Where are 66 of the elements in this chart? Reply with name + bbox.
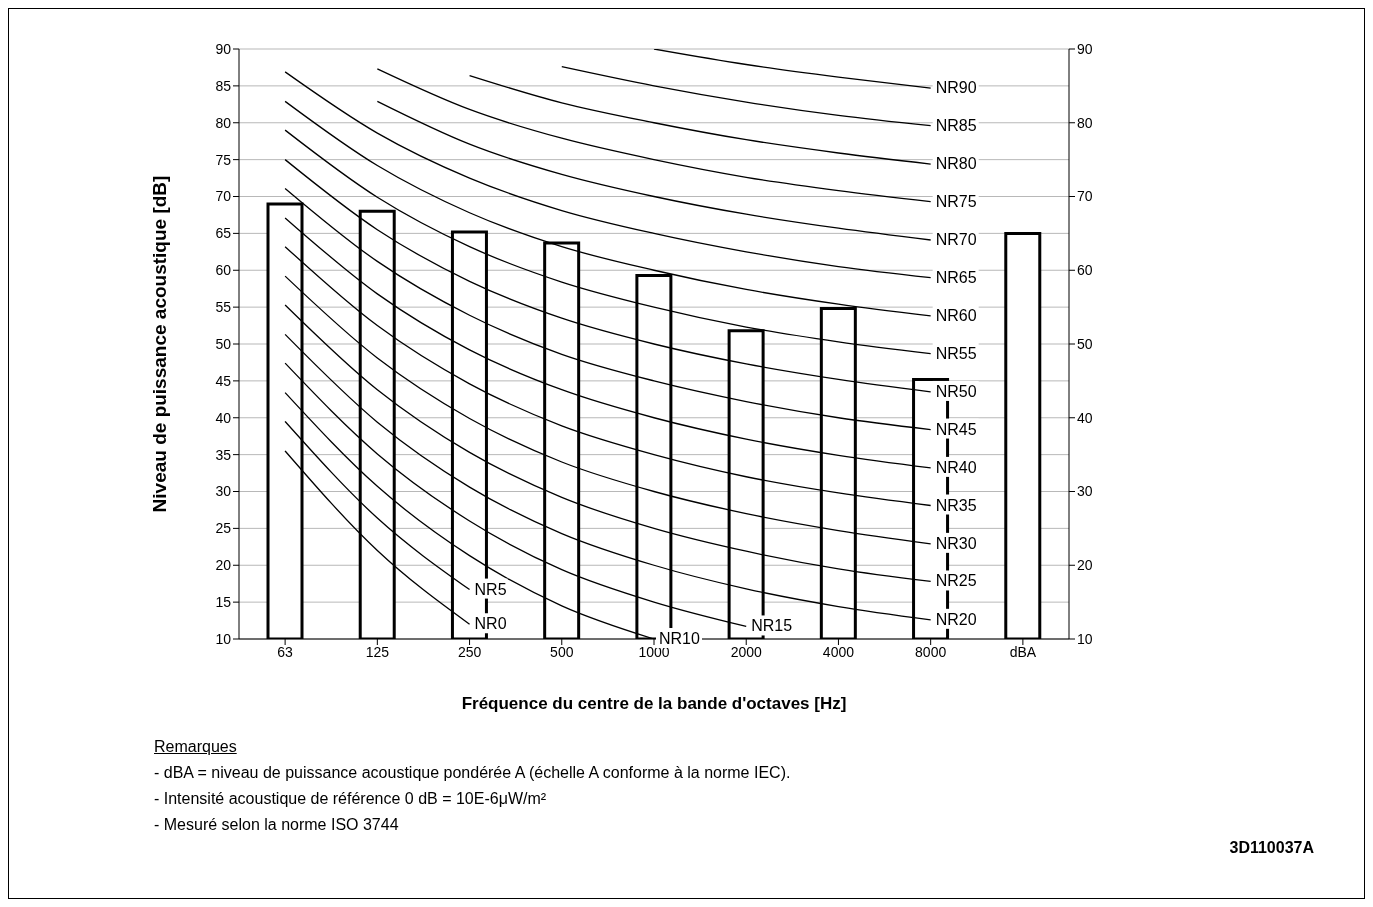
y-tick-label: 35 bbox=[215, 446, 232, 463]
x-tick-label: 2000 bbox=[730, 643, 762, 660]
series-label: NR10 bbox=[659, 630, 701, 647]
text: 3D110037A bbox=[1229, 839, 1314, 857]
line-series bbox=[376, 68, 932, 203]
y-tick-label: 50 bbox=[215, 335, 232, 352]
x-tick-label: 8000 bbox=[915, 643, 947, 660]
series-label: NR30 bbox=[935, 534, 977, 552]
line-series bbox=[561, 66, 932, 127]
x-tick-label: 125 bbox=[365, 643, 390, 660]
y-tick-label: 20 bbox=[215, 557, 232, 574]
y-tick-label: 75 bbox=[215, 151, 232, 168]
x-tick-label: 4000 bbox=[822, 643, 855, 660]
series-label: NR60 bbox=[935, 306, 977, 324]
x-tick-label: dBA bbox=[1009, 643, 1037, 660]
x-tick-label: 500 bbox=[550, 643, 574, 660]
series-label: NR55 bbox=[935, 344, 977, 362]
series-label: NR70 bbox=[935, 231, 977, 249]
y-tick-label: 55 bbox=[215, 299, 232, 316]
y2-tick-label: 40 bbox=[1077, 409, 1093, 426]
series-label: NR90 bbox=[935, 79, 977, 97]
x-tick-label: 63 bbox=[277, 643, 294, 660]
y-tick-label: 45 bbox=[215, 372, 232, 389]
series-label: NR25 bbox=[935, 572, 977, 590]
series-label: NR45 bbox=[935, 420, 977, 438]
line-series bbox=[376, 100, 932, 241]
text: Remarques bbox=[154, 737, 238, 757]
y-tick-label: 40 bbox=[215, 409, 232, 426]
series-label: NR0 bbox=[474, 615, 507, 633]
series-label: NR85 bbox=[935, 116, 977, 134]
x-axis-title: Fréquence du centre de la bande d'octaves [Hz] bbox=[461, 694, 847, 713]
y2-tick-label: 50 bbox=[1077, 335, 1093, 352]
series-label: NR75 bbox=[935, 192, 977, 210]
text: - dBA = niveau de puissance acoustique pondérée A (échelle A conforme à la norme IEC). bbox=[154, 763, 791, 783]
y-tick-label: 80 bbox=[215, 114, 232, 131]
y-tick-label: 30 bbox=[215, 483, 232, 500]
series-label: NR80 bbox=[935, 155, 977, 173]
y2-tick-label: 30 bbox=[1077, 483, 1093, 500]
y2-tick-label: 60 bbox=[1077, 262, 1093, 279]
series-label: NR35 bbox=[935, 496, 977, 514]
y-tick-label: 10 bbox=[215, 630, 232, 647]
line-series bbox=[284, 71, 932, 279]
text: - Intensité acoustique de référence 0 dB = 10E-6μW/m² bbox=[154, 789, 548, 809]
y-tick-label: 65 bbox=[215, 225, 232, 242]
y-tick-label: 15 bbox=[215, 594, 232, 611]
y-tick-label: 60 bbox=[215, 262, 232, 279]
y2-tick-label: 10 bbox=[1077, 630, 1093, 647]
y-tick-label: 70 bbox=[215, 188, 232, 205]
x-tick-label: 250 bbox=[457, 643, 482, 660]
y2-tick-label: 80 bbox=[1077, 114, 1093, 131]
series-label: NR40 bbox=[935, 458, 977, 476]
series-label: NR65 bbox=[935, 268, 977, 286]
y-tick-label: 85 bbox=[215, 77, 232, 94]
series-label: NR15 bbox=[751, 617, 793, 635]
y-axis-title: Niveau de puissance acoustique [dB] bbox=[148, 175, 170, 513]
line-series bbox=[653, 49, 932, 89]
y2-tick-label: 70 bbox=[1077, 188, 1093, 205]
series-label: NR50 bbox=[935, 382, 977, 400]
y2-tick-label: 20 bbox=[1077, 557, 1093, 574]
text: - Mesuré selon la norme ISO 3744 bbox=[154, 815, 400, 835]
line-series bbox=[468, 74, 932, 165]
y2-tick-label: 90 bbox=[1077, 40, 1093, 57]
series-label: NR20 bbox=[935, 610, 977, 628]
y-tick-label: 90 bbox=[215, 40, 232, 57]
series-label: NR5 bbox=[474, 580, 507, 598]
y-tick-label: 25 bbox=[215, 520, 232, 537]
